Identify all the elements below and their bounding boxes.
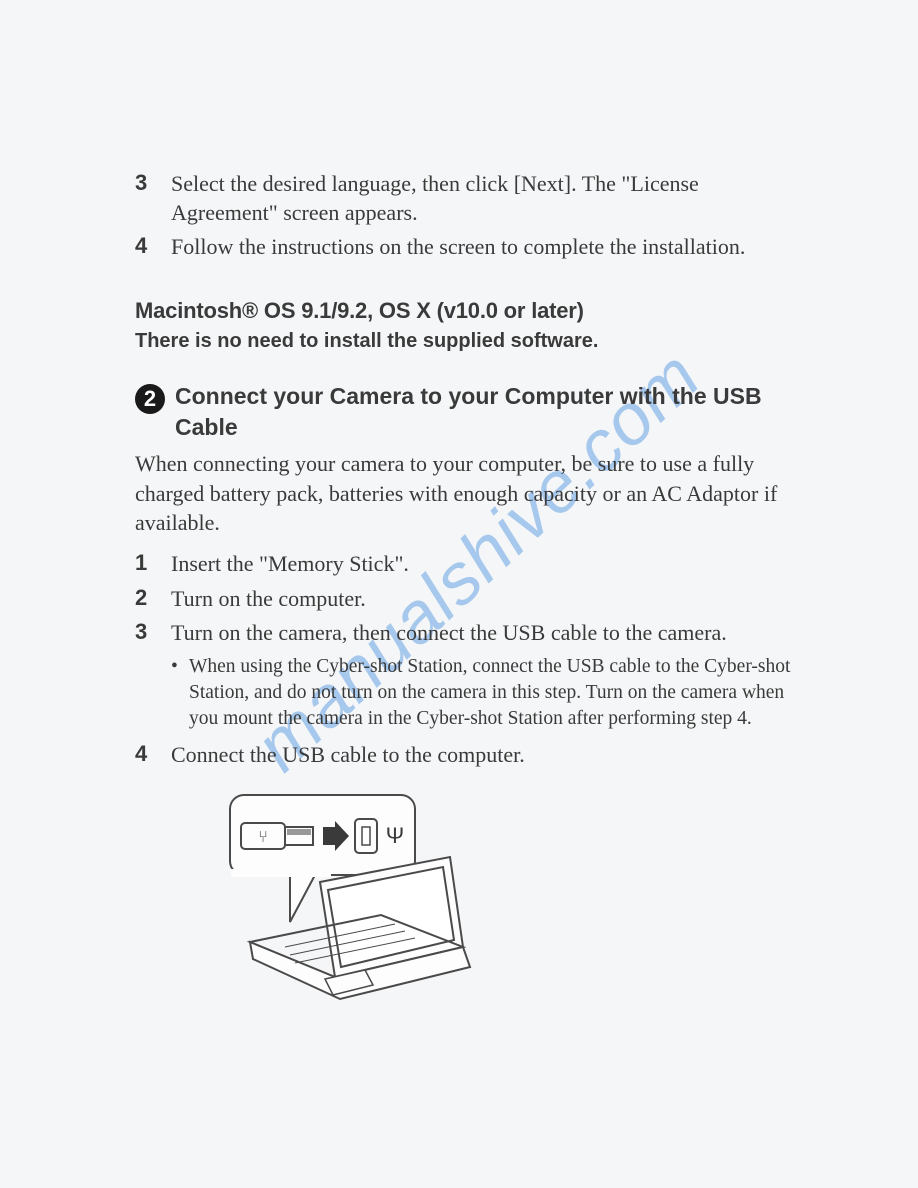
step-3: 3 Select the desired language, then clic… xyxy=(135,170,798,227)
step-number: 3 xyxy=(135,619,171,648)
connect-step-1: 1 Insert the "Memory Stick". xyxy=(135,550,798,579)
svg-text:Ψ: Ψ xyxy=(386,823,404,848)
manual-page: 3 Select the desired language, then clic… xyxy=(0,0,918,1042)
mac-subheading: There is no need to install the supplied… xyxy=(135,330,798,353)
laptop-usb-illustration: ⑂ Ψ xyxy=(195,787,798,1042)
section-heading: Connect your Camera to your Computer wit… xyxy=(175,381,798,443)
step-number: 4 xyxy=(135,741,171,770)
sub-bullet: • When using the Cyber-shot Station, con… xyxy=(171,654,798,733)
connect-step-4: 4 Connect the USB cable to the computer. xyxy=(135,741,798,770)
step-4: 4 Follow the instructions on the screen … xyxy=(135,233,798,262)
mac-heading: Macintosh® OS 9.1/9.2, OS X (v10.0 or la… xyxy=(135,298,798,324)
section-circle-number: 2 xyxy=(135,384,165,414)
step-text: Turn on the computer. xyxy=(171,585,366,614)
step-number: 2 xyxy=(135,585,171,614)
step-text: Insert the "Memory Stick". xyxy=(171,550,409,579)
step-number: 3 xyxy=(135,170,171,227)
section-header: 2 Connect your Camera to your Computer w… xyxy=(135,381,798,443)
connect-step-3: 3 Turn on the camera, then connect the U… xyxy=(135,619,798,648)
step-number: 4 xyxy=(135,233,171,262)
step-text: Connect the USB cable to the computer. xyxy=(171,741,525,770)
step-text: Select the desired language, then click … xyxy=(171,170,798,227)
step-number: 1 xyxy=(135,550,171,579)
svg-text:⑂: ⑂ xyxy=(258,829,268,846)
sub-bullet-text: When using the Cyber-shot Station, conne… xyxy=(189,654,798,733)
section-body: When connecting your camera to your comp… xyxy=(135,449,798,538)
step-text: Turn on the camera, then connect the USB… xyxy=(171,619,727,648)
step-text: Follow the instructions on the screen to… xyxy=(171,233,745,262)
connect-step-2: 2 Turn on the computer. xyxy=(135,585,798,614)
bullet-icon: • xyxy=(171,654,189,733)
